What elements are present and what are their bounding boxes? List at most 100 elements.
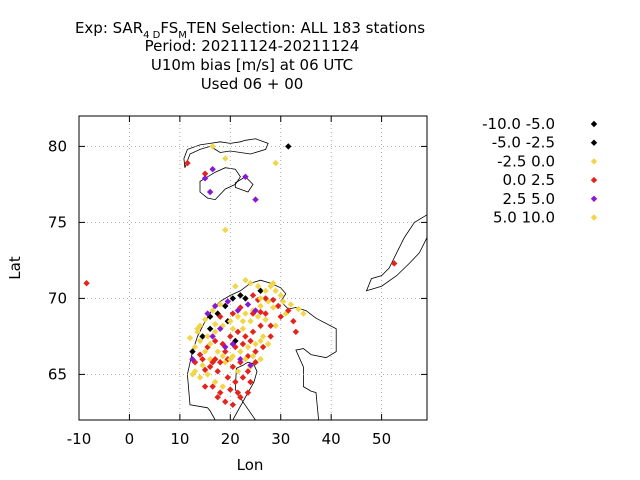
station-point	[247, 362, 254, 369]
legend-label: 0.0 2.5	[503, 171, 555, 189]
station-point	[252, 340, 259, 348]
legend-label: -2.5 0.0	[497, 152, 555, 170]
station-point	[211, 328, 219, 336]
x-tick-label: 0	[125, 430, 135, 448]
station-point	[252, 359, 259, 366]
legend-label: -10.0 -5.0	[482, 115, 555, 133]
station-point	[196, 374, 204, 381]
chart-period: Period: 20211124-20211124	[145, 37, 360, 55]
station-point	[229, 363, 237, 370]
y-tick-label: 65	[48, 365, 67, 383]
station-point	[239, 340, 247, 348]
station-point	[267, 333, 274, 340]
legend-marker	[590, 120, 598, 128]
station-point	[234, 328, 242, 336]
coastline-3	[234, 176, 254, 193]
station-point	[257, 337, 264, 345]
station-point	[211, 321, 219, 328]
station-point	[199, 356, 206, 363]
station-point	[239, 374, 247, 381]
legend-label: -5.0 -2.5	[492, 134, 555, 152]
station-point	[201, 348, 209, 355]
station-point	[201, 366, 209, 374]
station-point	[189, 348, 196, 355]
station-point	[206, 340, 214, 348]
station-point	[229, 340, 237, 348]
station-point	[209, 383, 216, 390]
station-point	[196, 351, 204, 358]
station-point	[204, 333, 211, 340]
station-point	[249, 328, 257, 336]
station-point	[237, 356, 244, 363]
station-point	[199, 362, 206, 369]
station-point	[201, 383, 209, 390]
y-axis-label: Lat	[6, 256, 24, 280]
station-point	[217, 359, 224, 366]
station-point	[224, 298, 231, 305]
y-tick-label: 75	[48, 213, 67, 231]
station-point	[264, 340, 272, 348]
station-point	[242, 295, 249, 302]
station-point	[237, 394, 244, 401]
station-point	[257, 322, 264, 329]
station-point	[252, 196, 259, 203]
station-point	[262, 295, 269, 302]
station-point	[229, 310, 237, 317]
station-point	[234, 307, 242, 314]
x-tick-label: 20	[221, 430, 240, 448]
station-point	[194, 328, 201, 336]
station-point	[211, 356, 219, 363]
station-point	[249, 352, 257, 360]
x-axis-label: Lon	[237, 456, 264, 474]
station-point	[83, 280, 90, 287]
station-point	[211, 337, 219, 345]
station-point	[252, 348, 259, 355]
station-point	[234, 389, 242, 396]
station-point	[242, 356, 249, 363]
station-point	[244, 389, 252, 396]
legend-label: 2.5 5.0	[503, 190, 555, 208]
station-point	[199, 333, 206, 340]
station-point	[244, 343, 252, 351]
station-point	[224, 374, 231, 381]
station-point	[252, 307, 259, 314]
station-point	[227, 386, 234, 393]
plot-frame	[78, 115, 428, 421]
station-point	[262, 287, 269, 294]
station-point	[272, 159, 279, 167]
legend-marker	[590, 214, 598, 221]
station-point	[257, 287, 264, 294]
station-point	[204, 371, 211, 378]
station-point	[247, 337, 254, 345]
station-point	[217, 301, 224, 308]
station-point	[229, 325, 237, 332]
station-point	[222, 343, 229, 351]
y-tick-label: 80	[48, 137, 67, 155]
station-point	[186, 334, 194, 342]
station-point	[244, 301, 252, 308]
station-point	[209, 166, 216, 173]
x-tick-label: -10	[67, 430, 92, 448]
station-point	[254, 283, 262, 290]
legend: -10.0 -5.0-5.0 -2.5-2.5 0.00.0 2.52.5 5.…	[482, 115, 598, 227]
station-point	[222, 155, 229, 162]
station-point	[267, 283, 274, 290]
station-point	[277, 313, 284, 320]
chart-title: Exp: SAR4 DFSMTEN Selection: ALL 183 sta…	[75, 19, 425, 41]
station-point	[280, 298, 287, 305]
station-point	[257, 308, 264, 316]
station-point	[227, 333, 234, 340]
station-point	[287, 301, 295, 308]
station-point	[201, 316, 209, 323]
station-point	[219, 383, 226, 390]
station-point	[214, 368, 221, 375]
station-point	[227, 356, 234, 363]
station-point	[272, 322, 279, 329]
station-point	[201, 170, 209, 177]
station-point	[227, 318, 234, 325]
coastline-1	[183, 138, 269, 168]
legend-marker	[590, 158, 598, 165]
station-point	[222, 348, 229, 355]
station-point	[219, 352, 226, 360]
